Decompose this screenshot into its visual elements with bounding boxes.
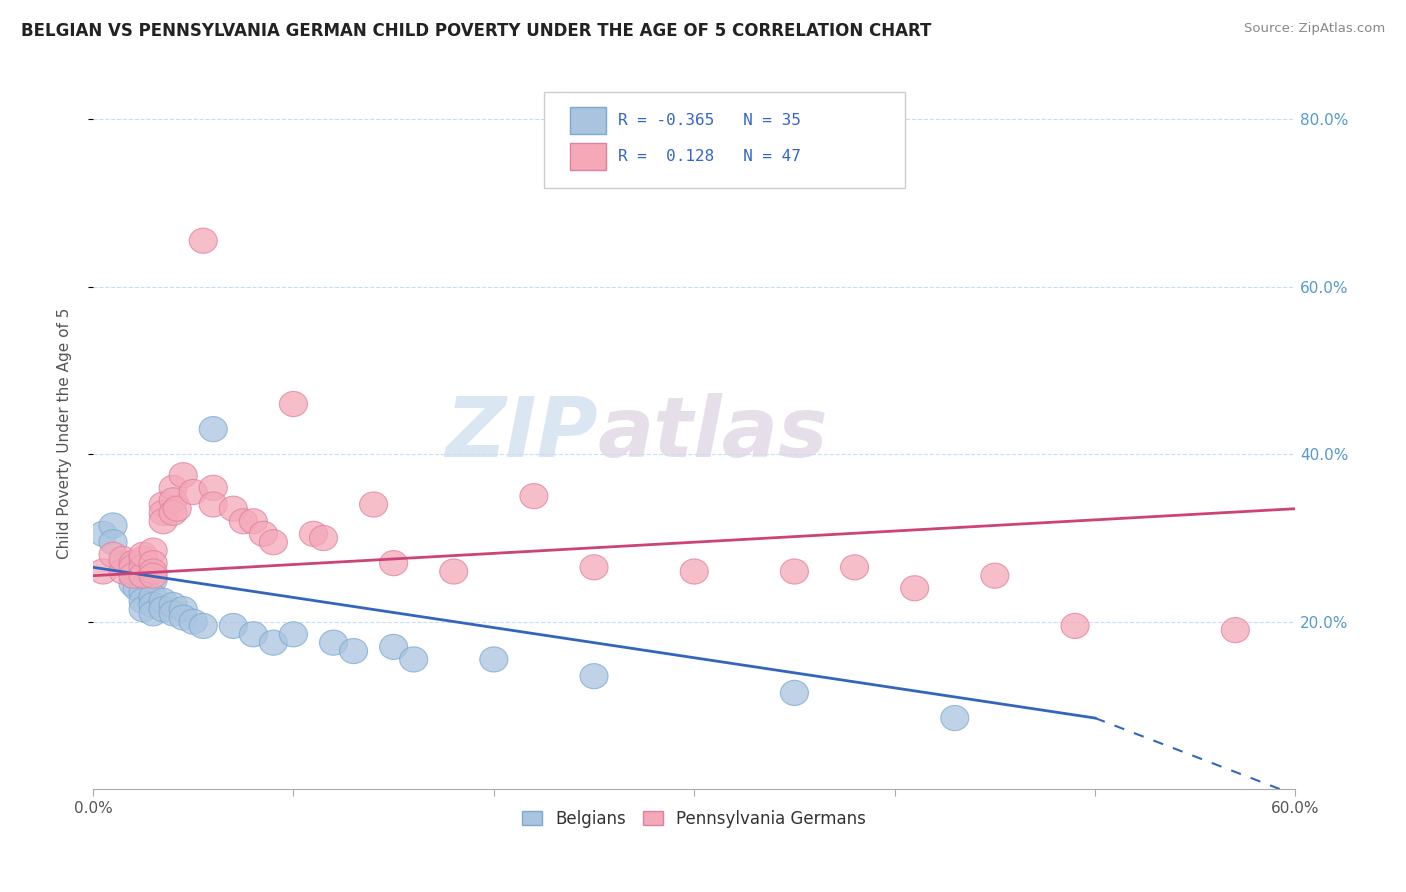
Ellipse shape: [780, 681, 808, 706]
Ellipse shape: [149, 508, 177, 533]
Ellipse shape: [169, 605, 197, 630]
Ellipse shape: [581, 664, 607, 689]
Ellipse shape: [139, 559, 167, 584]
Ellipse shape: [124, 575, 150, 601]
Ellipse shape: [681, 559, 709, 584]
Ellipse shape: [299, 521, 328, 547]
Ellipse shape: [440, 559, 468, 584]
Ellipse shape: [259, 530, 287, 555]
Ellipse shape: [200, 417, 228, 442]
Ellipse shape: [98, 530, 127, 555]
Ellipse shape: [129, 597, 157, 622]
Ellipse shape: [129, 542, 157, 567]
Ellipse shape: [120, 550, 148, 575]
Ellipse shape: [1222, 617, 1250, 642]
Ellipse shape: [159, 601, 187, 626]
Ellipse shape: [1062, 614, 1090, 639]
Ellipse shape: [169, 463, 197, 488]
Text: BELGIAN VS PENNSYLVANIA GERMAN CHILD POVERTY UNDER THE AGE OF 5 CORRELATION CHAR: BELGIAN VS PENNSYLVANIA GERMAN CHILD POV…: [21, 22, 931, 40]
Ellipse shape: [159, 488, 187, 513]
Text: atlas: atlas: [598, 392, 828, 474]
Ellipse shape: [380, 550, 408, 575]
Ellipse shape: [129, 547, 157, 572]
Text: R =  0.128   N = 47: R = 0.128 N = 47: [619, 149, 801, 164]
Ellipse shape: [841, 555, 869, 580]
Ellipse shape: [129, 555, 157, 580]
Text: Source: ZipAtlas.com: Source: ZipAtlas.com: [1244, 22, 1385, 36]
Ellipse shape: [249, 521, 277, 547]
Ellipse shape: [179, 479, 207, 505]
Ellipse shape: [110, 559, 138, 584]
Ellipse shape: [149, 597, 177, 622]
Ellipse shape: [901, 575, 929, 601]
Ellipse shape: [120, 563, 148, 588]
Ellipse shape: [280, 622, 308, 647]
Ellipse shape: [190, 228, 218, 253]
FancyBboxPatch shape: [571, 107, 606, 135]
Ellipse shape: [139, 563, 167, 588]
FancyBboxPatch shape: [571, 143, 606, 170]
Ellipse shape: [479, 647, 508, 672]
Ellipse shape: [200, 492, 228, 517]
Ellipse shape: [399, 647, 427, 672]
Ellipse shape: [219, 614, 247, 639]
Ellipse shape: [319, 630, 347, 656]
Y-axis label: Child Poverty Under the Age of 5: Child Poverty Under the Age of 5: [58, 308, 72, 559]
Ellipse shape: [309, 525, 337, 550]
Ellipse shape: [163, 496, 191, 521]
Ellipse shape: [120, 563, 148, 588]
Ellipse shape: [259, 630, 287, 656]
Ellipse shape: [149, 492, 177, 517]
Ellipse shape: [120, 555, 148, 580]
Ellipse shape: [190, 614, 218, 639]
Ellipse shape: [110, 547, 138, 572]
Ellipse shape: [89, 559, 117, 584]
Ellipse shape: [98, 542, 127, 567]
Ellipse shape: [129, 563, 157, 588]
Ellipse shape: [149, 588, 177, 614]
Legend: Belgians, Pennsylvania Germans: Belgians, Pennsylvania Germans: [516, 803, 873, 834]
Ellipse shape: [149, 500, 177, 525]
FancyBboxPatch shape: [544, 92, 904, 187]
Ellipse shape: [520, 483, 548, 508]
Ellipse shape: [780, 559, 808, 584]
Ellipse shape: [139, 567, 167, 592]
Ellipse shape: [159, 475, 187, 500]
Ellipse shape: [139, 584, 167, 609]
Ellipse shape: [581, 555, 607, 580]
Ellipse shape: [129, 588, 157, 614]
Text: ZIP: ZIP: [446, 392, 598, 474]
Ellipse shape: [139, 538, 167, 563]
Ellipse shape: [110, 550, 138, 575]
Ellipse shape: [169, 597, 197, 622]
Ellipse shape: [981, 563, 1010, 588]
Ellipse shape: [239, 508, 267, 533]
Ellipse shape: [139, 550, 167, 575]
Ellipse shape: [179, 609, 207, 634]
Ellipse shape: [129, 580, 157, 605]
Ellipse shape: [239, 622, 267, 647]
Ellipse shape: [120, 572, 148, 597]
Ellipse shape: [380, 634, 408, 659]
Ellipse shape: [280, 392, 308, 417]
Ellipse shape: [339, 639, 367, 664]
Ellipse shape: [139, 601, 167, 626]
Ellipse shape: [200, 475, 228, 500]
Ellipse shape: [229, 508, 257, 533]
Ellipse shape: [941, 706, 969, 731]
Ellipse shape: [89, 521, 117, 547]
Text: R = -0.365   N = 35: R = -0.365 N = 35: [619, 113, 801, 128]
Ellipse shape: [98, 513, 127, 538]
Ellipse shape: [360, 492, 388, 517]
Ellipse shape: [139, 592, 167, 617]
Ellipse shape: [219, 496, 247, 521]
Ellipse shape: [159, 592, 187, 617]
Ellipse shape: [159, 500, 187, 525]
